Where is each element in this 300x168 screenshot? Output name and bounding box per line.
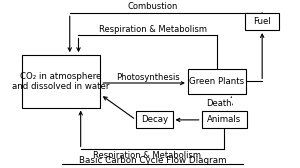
Text: Animals: Animals [207,115,242,124]
Text: Basic Carbon Cycle Flow Diagram: Basic Carbon Cycle Flow Diagram [79,156,226,165]
Text: Respiration & Metabolism: Respiration & Metabolism [99,25,207,34]
FancyBboxPatch shape [245,13,279,30]
FancyBboxPatch shape [22,55,100,108]
Text: Photosynthesis: Photosynthesis [117,73,180,82]
Text: Death: Death [206,99,231,108]
FancyBboxPatch shape [136,111,172,129]
Text: Fuel: Fuel [253,17,271,26]
Text: Decay: Decay [141,115,168,124]
Text: Combustion: Combustion [128,2,178,11]
FancyBboxPatch shape [202,111,247,129]
Text: CO₂ in atmosphere
and dissolved in water: CO₂ in atmosphere and dissolved in water [12,72,110,91]
Text: Respiration & Metabolism: Respiration & Metabolism [93,152,201,160]
FancyBboxPatch shape [188,69,246,94]
Text: Green Plants: Green Plants [189,77,244,86]
